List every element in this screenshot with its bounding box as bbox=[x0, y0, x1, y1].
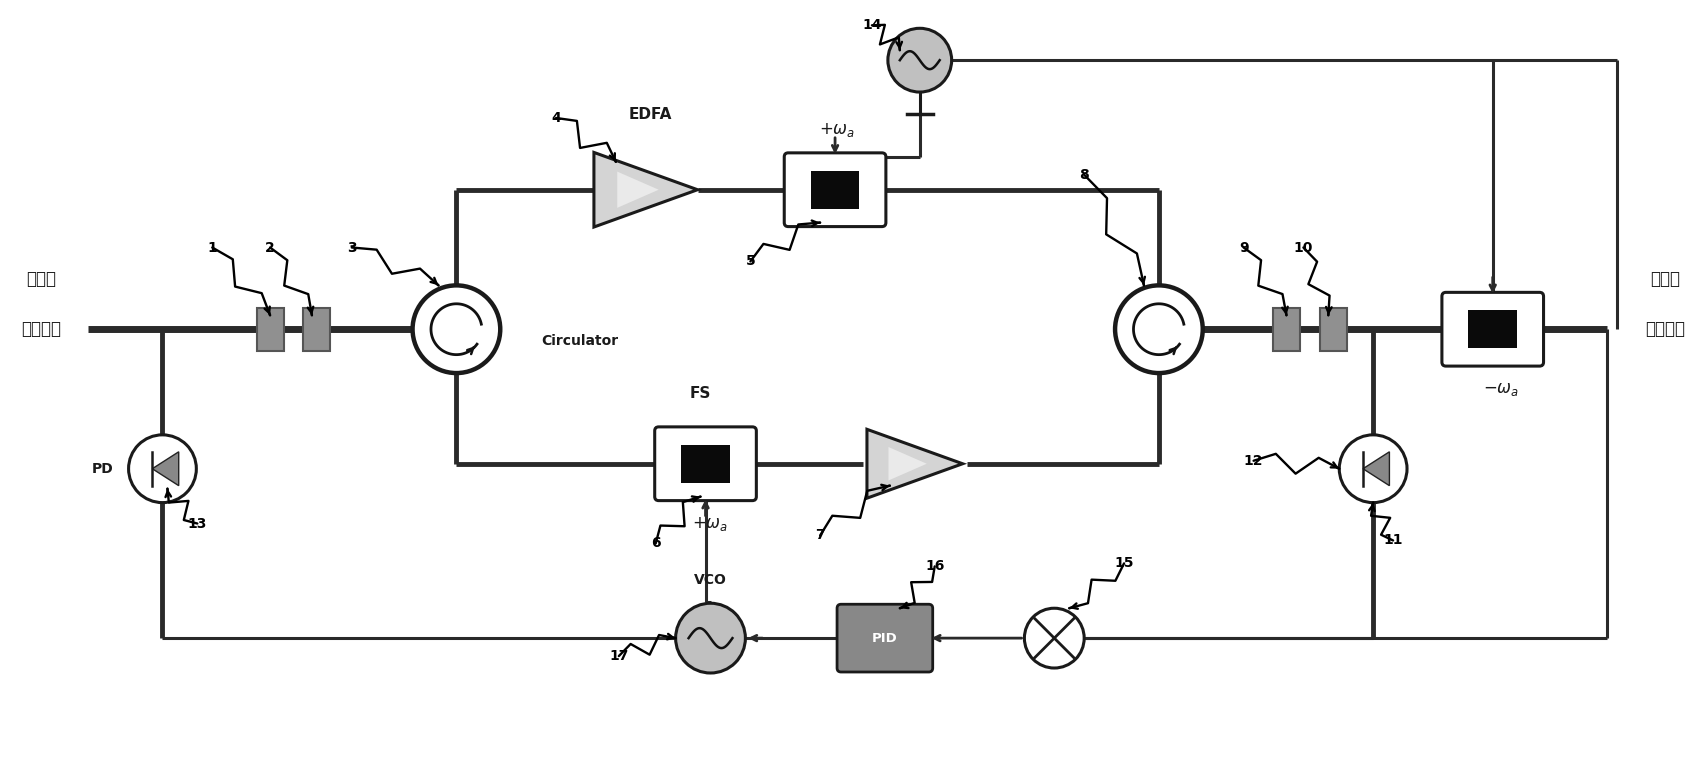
Polygon shape bbox=[618, 172, 659, 208]
Text: 2: 2 bbox=[265, 241, 275, 255]
Text: $+\omega_a$: $+\omega_a$ bbox=[693, 514, 729, 532]
Circle shape bbox=[1340, 435, 1407, 503]
Text: 3: 3 bbox=[347, 241, 357, 255]
Polygon shape bbox=[152, 452, 179, 485]
Text: 1: 1 bbox=[208, 241, 217, 255]
Text: 15: 15 bbox=[1115, 557, 1133, 571]
Circle shape bbox=[128, 435, 196, 503]
Circle shape bbox=[676, 603, 746, 673]
Text: 13: 13 bbox=[188, 517, 207, 531]
Circle shape bbox=[1024, 608, 1084, 668]
Text: 上一级: 上一级 bbox=[26, 270, 56, 289]
Text: 14: 14 bbox=[862, 18, 883, 32]
Text: $-\omega_a$: $-\omega_a$ bbox=[1483, 380, 1519, 398]
Text: 11: 11 bbox=[1383, 533, 1403, 547]
Text: 9: 9 bbox=[1239, 241, 1248, 255]
Bar bbox=[681, 445, 731, 483]
Text: 下一级: 下一级 bbox=[1651, 270, 1680, 289]
FancyBboxPatch shape bbox=[655, 426, 756, 501]
Text: EDFA: EDFA bbox=[630, 107, 673, 122]
Bar bbox=[811, 171, 859, 209]
Text: 17: 17 bbox=[609, 649, 628, 663]
FancyBboxPatch shape bbox=[784, 153, 886, 227]
Text: 16: 16 bbox=[925, 559, 944, 573]
Text: 10: 10 bbox=[1294, 241, 1313, 255]
FancyBboxPatch shape bbox=[836, 604, 932, 672]
Text: $+\omega_a$: $+\omega_a$ bbox=[819, 121, 855, 139]
Text: PD: PD bbox=[92, 462, 114, 476]
Text: FS: FS bbox=[690, 387, 712, 401]
Circle shape bbox=[888, 28, 951, 92]
Text: 5: 5 bbox=[746, 255, 754, 268]
Text: 4: 4 bbox=[551, 111, 562, 125]
Bar bbox=[304, 307, 331, 350]
Text: VCO: VCO bbox=[695, 573, 727, 587]
Polygon shape bbox=[867, 430, 963, 498]
Circle shape bbox=[413, 285, 500, 373]
Text: 6: 6 bbox=[650, 536, 661, 550]
Bar bbox=[256, 307, 283, 350]
Text: 8: 8 bbox=[1079, 168, 1089, 182]
FancyBboxPatch shape bbox=[1442, 292, 1543, 366]
Bar bbox=[1468, 310, 1518, 348]
Text: 传递链路: 传递链路 bbox=[1646, 320, 1685, 338]
Polygon shape bbox=[1362, 452, 1389, 485]
Polygon shape bbox=[888, 447, 927, 481]
Bar bbox=[1320, 307, 1347, 350]
Bar bbox=[1273, 307, 1301, 350]
Circle shape bbox=[1115, 285, 1203, 373]
Text: Circulator: Circulator bbox=[541, 334, 618, 348]
Text: 7: 7 bbox=[816, 528, 824, 543]
Text: PID: PID bbox=[872, 632, 898, 644]
Text: 传递链路: 传递链路 bbox=[20, 320, 61, 338]
Polygon shape bbox=[594, 152, 698, 227]
Text: 12: 12 bbox=[1244, 454, 1263, 468]
